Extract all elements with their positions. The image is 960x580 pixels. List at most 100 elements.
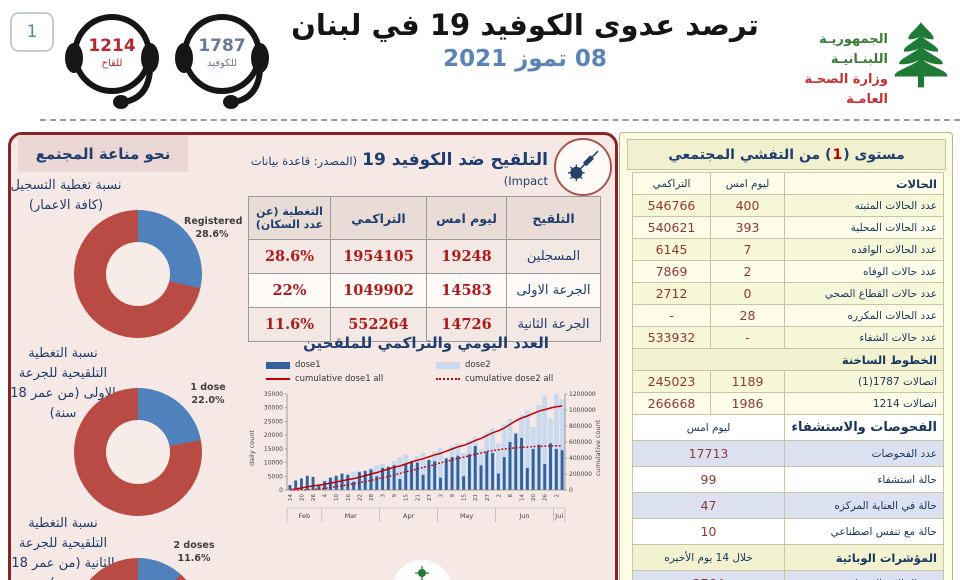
outbreak-title-after: ) من التفشي المجتمعي: [668, 146, 832, 163]
chart-title: العدد اليومي والتراكمي للملقحين: [303, 334, 549, 352]
vaccination-table: التلقيح ليوم امس التراكمي التغطية (عن عد…: [248, 196, 601, 342]
legend-label: dose1: [295, 360, 321, 370]
row-cumulative: 1954105: [330, 239, 427, 274]
col-yesterday: ليوم امس: [426, 196, 507, 240]
col-cases: الحالات: [784, 172, 944, 195]
svg-text:28: 28: [369, 494, 375, 501]
row-label: عدد الحالات المحلية: [784, 216, 944, 239]
row-yesterday: 7: [710, 238, 785, 261]
row-cumulative: 533932: [632, 326, 711, 349]
row-coverage: 22%: [248, 273, 331, 308]
svg-text:30000: 30000: [264, 405, 283, 412]
row-cumulative: 245023: [632, 370, 711, 393]
col-coverage: التغطية (عن عدد السكان): [248, 196, 331, 240]
svg-text:26: 26: [311, 494, 317, 501]
col-cumulative: التراكمي: [330, 196, 427, 240]
row-cumulative: -: [632, 304, 711, 327]
row-label: عدد حالات الوفاه: [784, 260, 944, 283]
table-row: اتصالات 1787(1) 1189 245023: [632, 370, 944, 393]
row-yesterday: 28: [710, 304, 785, 327]
table-row: حالة في العناية المركزه 47: [632, 492, 944, 519]
row-value: 99: [632, 466, 785, 493]
header-separator: [40, 119, 960, 121]
outbreak-level-title: مستوى (1) من التفشي المجتمعي: [627, 139, 946, 170]
svg-text:8: 8: [508, 494, 514, 498]
table-row: عدد الحالات المحلية 393 540621: [632, 216, 944, 239]
row-label: حالة مع تنفس اصطناعي: [784, 518, 944, 545]
hotlines-section-title: الخطوط الساخنة: [632, 348, 944, 371]
hotlines-section-row: الخطوط الساخنة: [632, 348, 944, 371]
svg-text:15: 15: [462, 494, 468, 501]
page-number: 1: [10, 12, 54, 52]
outbreak-table: الحالات ليوم امس التراكمي عدد الحالات ال…: [632, 172, 944, 580]
table-row: عدد الحالات المكرره 28 -: [632, 304, 944, 327]
vaccine-hotline-badge: 1214 للقاح: [60, 6, 164, 116]
svg-text:14: 14: [288, 494, 294, 501]
table-row: عدد الحالات الوافده 7 6145: [632, 238, 944, 261]
row-cumulative: 546766: [632, 194, 711, 217]
covid-hotline-badge: 1787 للكوفيد: [170, 6, 274, 116]
col-cumulative: التراكمي: [632, 172, 711, 195]
svg-text:200000: 200000: [569, 471, 592, 478]
table-row: عدد الفحوصات 17713: [632, 440, 944, 467]
row-yesterday: 393: [710, 216, 785, 239]
vaccine-hotline-number: 1214: [88, 36, 136, 56]
row-value: 17713: [632, 440, 785, 467]
svg-text:27: 27: [485, 494, 491, 501]
svg-text:20: 20: [299, 494, 305, 501]
legend-item-dose2: dose2: [436, 360, 596, 370]
table-row: المسجلين 19248 1954105 28.6%: [248, 239, 601, 274]
svg-text:27: 27: [427, 494, 433, 501]
row-value: 10: [632, 518, 785, 545]
row-label: الجرعة الاولى: [506, 273, 601, 308]
headset-icon: [65, 14, 159, 109]
row-cumulative: 7869: [632, 260, 711, 283]
row-yesterday: 2: [710, 260, 785, 283]
row-coverage: 11.6%: [248, 307, 331, 342]
legend-label: dose2: [465, 360, 491, 370]
row-label: عدد الحالات المثبته: [784, 194, 944, 217]
page-title: ترصد عدوى الكوفيد 19 في لبنان: [291, 8, 759, 42]
svg-text:800000: 800000: [569, 423, 592, 430]
svg-text:9: 9: [392, 494, 398, 498]
covid-hotline-number: 1787: [198, 36, 246, 56]
ministry-name-line2: وزارة الصحـة العامـة: [804, 72, 888, 108]
outbreak-level: 1: [832, 146, 843, 163]
chart-legend: dose1 dose2 cumulative dose1 all cumulat…: [266, 360, 596, 384]
svg-text:3: 3: [438, 494, 444, 498]
vaccination-icon-badge: [554, 138, 612, 196]
svg-text:9: 9: [450, 494, 456, 498]
svg-text:20: 20: [531, 494, 537, 501]
row-yesterday: 1189: [710, 370, 785, 393]
cedar-logo-icon: [894, 22, 948, 88]
row-cumulative: 266668: [632, 392, 711, 415]
dose2-donut-annotation: 2 doses 11.6%: [173, 540, 215, 564]
row-label: الجرعة الثانية: [506, 307, 601, 342]
row-label: عدد حالات الشفاء: [784, 326, 944, 349]
row-label: عدد حالات القطاع الصحي: [784, 282, 944, 305]
tests-section-row: الفحوصات والاستشفاء ليوم امس: [632, 414, 944, 441]
svg-text:4: 4: [323, 494, 329, 498]
legend-label: cumulative dose2 all: [465, 374, 554, 384]
table-row: حالة استشفاء 99: [632, 466, 944, 493]
svg-text:25000: 25000: [264, 418, 283, 425]
report-title-block: ترصد عدوى الكوفيد 19 في لبنان 08 تموز 20…: [275, 8, 775, 72]
svg-text:14: 14: [520, 494, 526, 501]
cumulative-dose1-swatch: [266, 378, 290, 380]
headset-icon: [175, 14, 269, 109]
svg-text:16: 16: [346, 494, 352, 501]
table-row: عدد حالات الشفاء - 533932: [632, 326, 944, 349]
vaccine-hotline-label: للقاح: [101, 58, 123, 69]
table-row: عدد حالات الوفاه 2 7869: [632, 260, 944, 283]
row-cumulative: 2712: [632, 282, 711, 305]
svg-text:2: 2: [496, 494, 502, 498]
indicators-section-title: المؤشرات الوبائية: [784, 544, 944, 571]
covid-hotline-label: للكوفيد: [206, 58, 238, 69]
svg-text:Jun: Jun: [518, 512, 529, 520]
table-row: اتصالات 1214 1986 266668: [632, 392, 944, 415]
col-yesterday: ليوم امس: [710, 172, 785, 195]
community-immunity-title: نحو مناعة المجتمع: [18, 135, 188, 172]
cumulative-dose2-swatch: [436, 378, 460, 380]
svg-text:May: May: [460, 512, 474, 520]
svg-text:10: 10: [334, 494, 340, 501]
